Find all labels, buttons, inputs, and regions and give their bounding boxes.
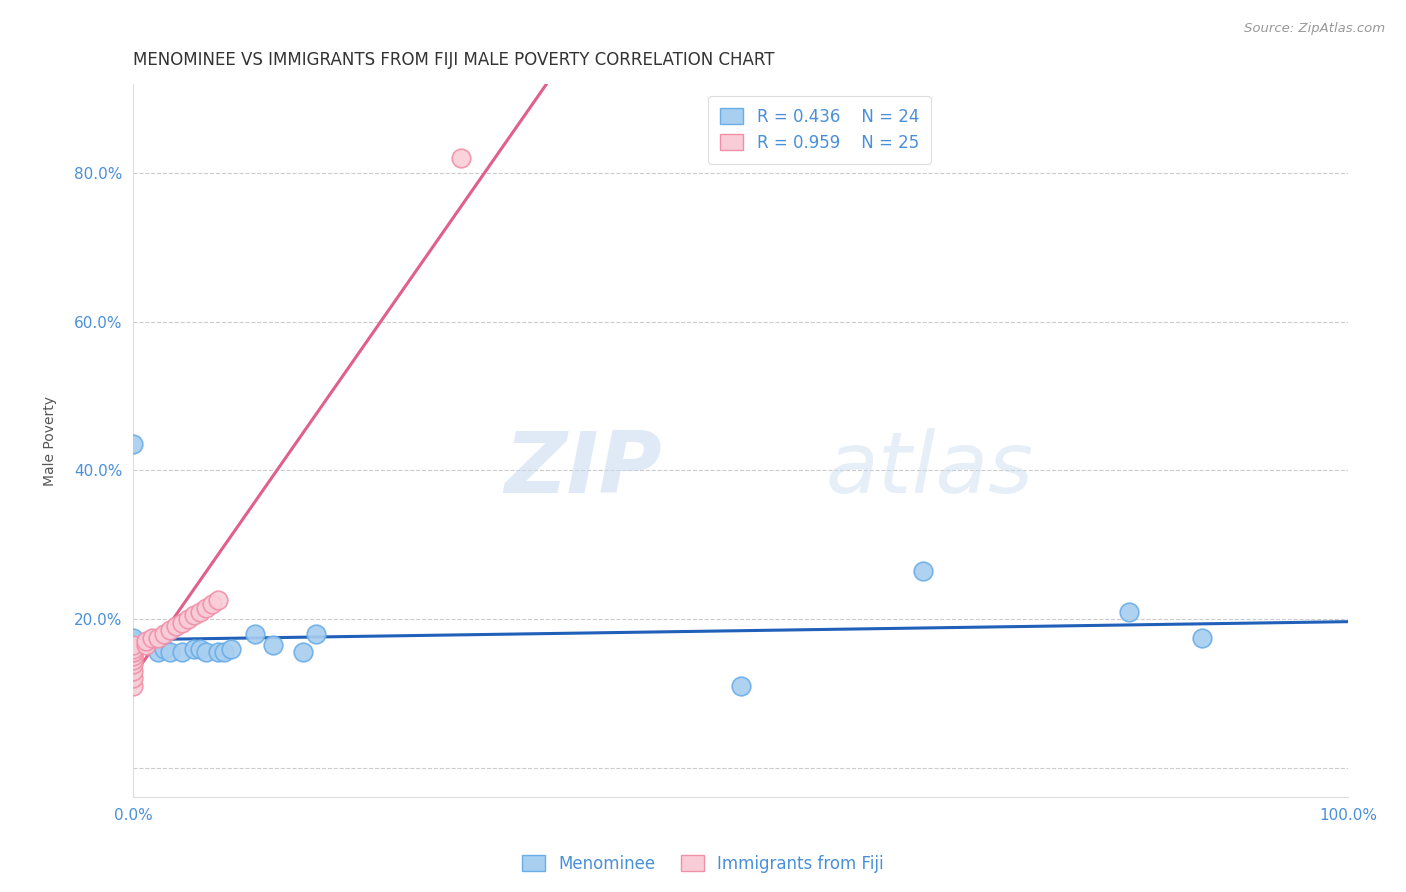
Point	[122, 679, 145, 693]
Point	[122, 638, 145, 652]
Point	[122, 657, 145, 671]
Point	[730, 679, 752, 693]
Point	[135, 634, 157, 648]
Text: MENOMINEE VS IMMIGRANTS FROM FIJI MALE POVERTY CORRELATION CHART: MENOMINEE VS IMMIGRANTS FROM FIJI MALE P…	[134, 51, 775, 69]
Text: Source: ZipAtlas.com: Source: ZipAtlas.com	[1244, 22, 1385, 36]
Point	[122, 641, 145, 656]
Point	[170, 615, 193, 630]
Point	[122, 645, 145, 659]
Point	[122, 641, 145, 656]
Point	[122, 638, 145, 652]
Point	[146, 631, 169, 645]
Text: ZIP: ZIP	[505, 428, 662, 511]
Point	[122, 653, 145, 667]
Point	[141, 631, 163, 645]
Point	[122, 638, 145, 652]
Legend: Menominee, Immigrants from Fiji: Menominee, Immigrants from Fiji	[515, 848, 891, 880]
Point	[122, 634, 145, 648]
Point	[122, 437, 145, 451]
Point	[188, 605, 211, 619]
Point	[219, 641, 242, 656]
Point	[122, 634, 145, 648]
Point	[159, 645, 181, 659]
Point	[122, 641, 145, 656]
Point	[146, 645, 169, 659]
Point	[122, 645, 145, 659]
Point	[450, 152, 472, 166]
Point	[201, 597, 224, 611]
Point	[177, 612, 200, 626]
Point	[135, 638, 157, 652]
Point	[122, 631, 145, 645]
Point	[214, 645, 236, 659]
Point	[195, 645, 218, 659]
Point	[122, 672, 145, 686]
Point	[159, 624, 181, 638]
Point	[152, 627, 174, 641]
Y-axis label: Male Poverty: Male Poverty	[44, 396, 58, 486]
Point	[183, 641, 205, 656]
Point	[207, 593, 229, 607]
Point	[152, 641, 174, 656]
Legend: R = 0.436    N = 24, R = 0.959    N = 25: R = 0.436 N = 24, R = 0.959 N = 25	[709, 96, 931, 164]
Point	[262, 638, 284, 652]
Text: atlas: atlas	[825, 428, 1033, 511]
Point	[188, 641, 211, 656]
Point	[122, 649, 145, 664]
Point	[183, 608, 205, 623]
Point	[195, 601, 218, 615]
Point	[911, 564, 934, 578]
Point	[122, 664, 145, 678]
Point	[292, 645, 315, 659]
Point	[122, 645, 145, 659]
Point	[165, 619, 187, 633]
Point	[1118, 605, 1140, 619]
Point	[243, 627, 266, 641]
Point	[170, 645, 193, 659]
Point	[1191, 631, 1213, 645]
Point	[304, 627, 326, 641]
Point	[122, 649, 145, 664]
Point	[207, 645, 229, 659]
